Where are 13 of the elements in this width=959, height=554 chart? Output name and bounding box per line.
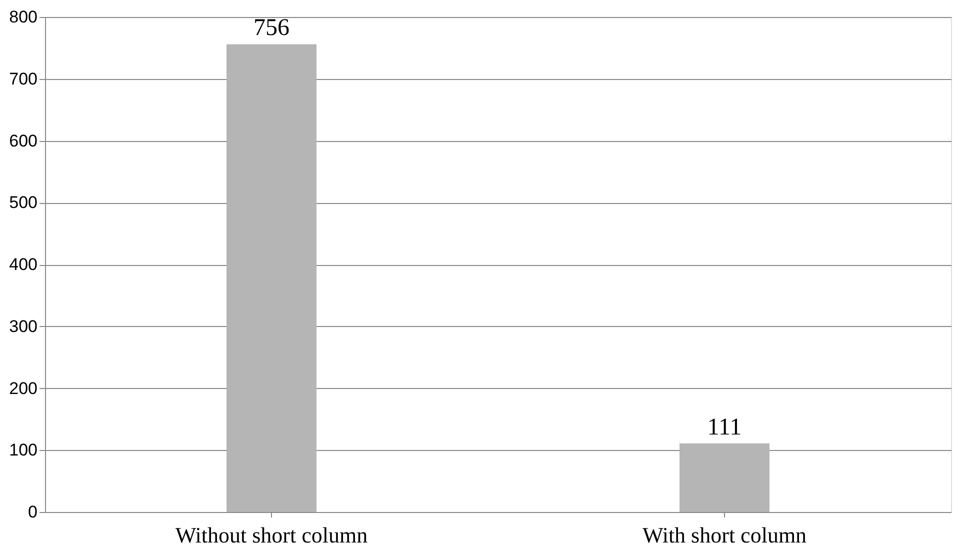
y-tick-label: 500 (9, 193, 38, 212)
y-tick-label: 200 (9, 378, 38, 398)
y-tick-label: 700 (9, 69, 38, 88)
y-tick-label: 100 (9, 440, 38, 460)
data-label: 756 (254, 15, 290, 42)
y-tick-label: 400 (9, 255, 38, 274)
x-tick-label: Without short column (175, 522, 368, 548)
y-tick-label: 800 (9, 8, 38, 26)
y-tick-label: 0 (28, 502, 38, 522)
data-label: 111 (707, 414, 742, 440)
y-tick-label: 300 (9, 316, 38, 336)
y-tick-label: 600 (9, 131, 38, 150)
x-tick-label: With short column (642, 522, 807, 548)
